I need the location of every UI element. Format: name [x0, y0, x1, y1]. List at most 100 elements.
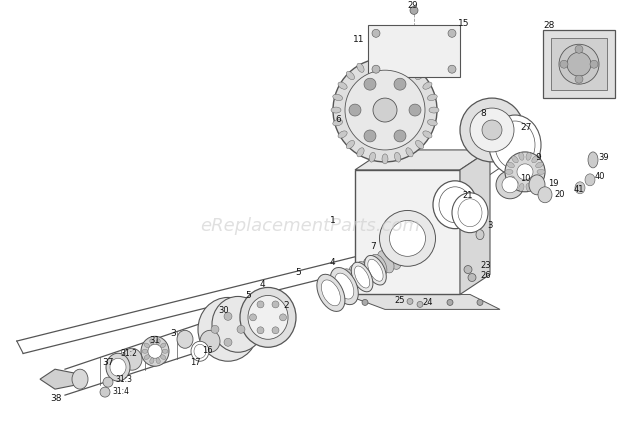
Text: 27: 27 — [520, 122, 531, 131]
Ellipse shape — [567, 53, 591, 77]
Ellipse shape — [356, 262, 373, 284]
Ellipse shape — [505, 170, 513, 175]
Ellipse shape — [423, 83, 432, 90]
Ellipse shape — [156, 358, 160, 364]
Ellipse shape — [240, 288, 296, 347]
Ellipse shape — [379, 211, 435, 267]
Ellipse shape — [394, 131, 406, 143]
Ellipse shape — [407, 299, 413, 305]
Polygon shape — [355, 150, 490, 170]
Ellipse shape — [394, 79, 406, 91]
Text: 21: 21 — [462, 191, 472, 200]
Ellipse shape — [468, 274, 476, 282]
Ellipse shape — [161, 355, 166, 359]
Ellipse shape — [458, 199, 482, 227]
Ellipse shape — [448, 30, 456, 38]
Ellipse shape — [452, 194, 488, 233]
Text: 31:4: 31:4 — [112, 386, 129, 395]
Ellipse shape — [470, 109, 514, 153]
Ellipse shape — [512, 181, 518, 188]
Ellipse shape — [505, 153, 545, 192]
Ellipse shape — [447, 300, 453, 306]
Ellipse shape — [384, 248, 401, 270]
Ellipse shape — [338, 132, 347, 139]
Ellipse shape — [148, 344, 162, 358]
Ellipse shape — [517, 165, 533, 181]
Ellipse shape — [489, 116, 541, 175]
Ellipse shape — [477, 300, 483, 306]
Ellipse shape — [342, 269, 358, 292]
Text: 11: 11 — [353, 35, 365, 44]
Text: 26: 26 — [480, 270, 490, 280]
Ellipse shape — [200, 331, 220, 353]
Ellipse shape — [257, 301, 264, 308]
Ellipse shape — [110, 358, 126, 376]
Text: 37: 37 — [102, 357, 113, 366]
Ellipse shape — [529, 175, 545, 195]
Ellipse shape — [406, 64, 413, 73]
Ellipse shape — [248, 296, 288, 340]
Ellipse shape — [156, 339, 160, 345]
Ellipse shape — [575, 182, 585, 194]
Bar — [543, 31, 615, 99]
Ellipse shape — [338, 83, 347, 90]
Text: 6: 6 — [335, 114, 341, 123]
Bar — [355, 170, 460, 295]
Ellipse shape — [106, 353, 130, 381]
Ellipse shape — [410, 7, 418, 15]
Ellipse shape — [330, 268, 358, 305]
Ellipse shape — [536, 163, 543, 169]
Ellipse shape — [389, 221, 425, 257]
Ellipse shape — [191, 341, 209, 361]
Ellipse shape — [417, 302, 423, 308]
Ellipse shape — [427, 95, 437, 101]
Ellipse shape — [368, 260, 383, 282]
Ellipse shape — [575, 76, 583, 84]
Ellipse shape — [198, 298, 258, 361]
Ellipse shape — [382, 154, 388, 165]
Text: 9: 9 — [535, 153, 541, 162]
Ellipse shape — [335, 273, 354, 299]
Ellipse shape — [321, 280, 340, 306]
Text: 4: 4 — [330, 258, 335, 267]
Ellipse shape — [369, 59, 376, 69]
Ellipse shape — [585, 175, 595, 186]
Ellipse shape — [364, 131, 376, 143]
Text: 5: 5 — [245, 290, 250, 299]
Polygon shape — [345, 295, 500, 310]
Ellipse shape — [352, 263, 373, 292]
Ellipse shape — [257, 327, 264, 334]
Ellipse shape — [538, 187, 552, 203]
Ellipse shape — [415, 141, 424, 149]
Ellipse shape — [512, 157, 518, 163]
Ellipse shape — [365, 256, 386, 286]
Text: 30: 30 — [218, 305, 229, 314]
Ellipse shape — [280, 314, 286, 321]
Text: 10: 10 — [520, 174, 531, 183]
Text: 28: 28 — [543, 21, 554, 30]
Ellipse shape — [144, 355, 149, 359]
Ellipse shape — [362, 300, 368, 306]
Text: 2: 2 — [283, 300, 289, 309]
Ellipse shape — [142, 350, 148, 353]
Text: 15: 15 — [458, 19, 469, 28]
Ellipse shape — [103, 377, 113, 387]
Ellipse shape — [433, 181, 477, 229]
Ellipse shape — [346, 72, 355, 80]
Ellipse shape — [345, 71, 425, 150]
Ellipse shape — [327, 276, 344, 298]
Ellipse shape — [272, 327, 279, 334]
Ellipse shape — [333, 95, 343, 101]
Text: 4: 4 — [260, 280, 265, 288]
Ellipse shape — [249, 314, 257, 321]
Ellipse shape — [346, 141, 355, 149]
Ellipse shape — [272, 301, 279, 308]
Ellipse shape — [429, 108, 439, 114]
Ellipse shape — [72, 369, 88, 389]
Polygon shape — [460, 150, 490, 295]
Ellipse shape — [482, 121, 502, 141]
Ellipse shape — [349, 266, 366, 288]
Text: 38: 38 — [50, 393, 61, 402]
Polygon shape — [40, 369, 80, 389]
Ellipse shape — [394, 59, 401, 69]
